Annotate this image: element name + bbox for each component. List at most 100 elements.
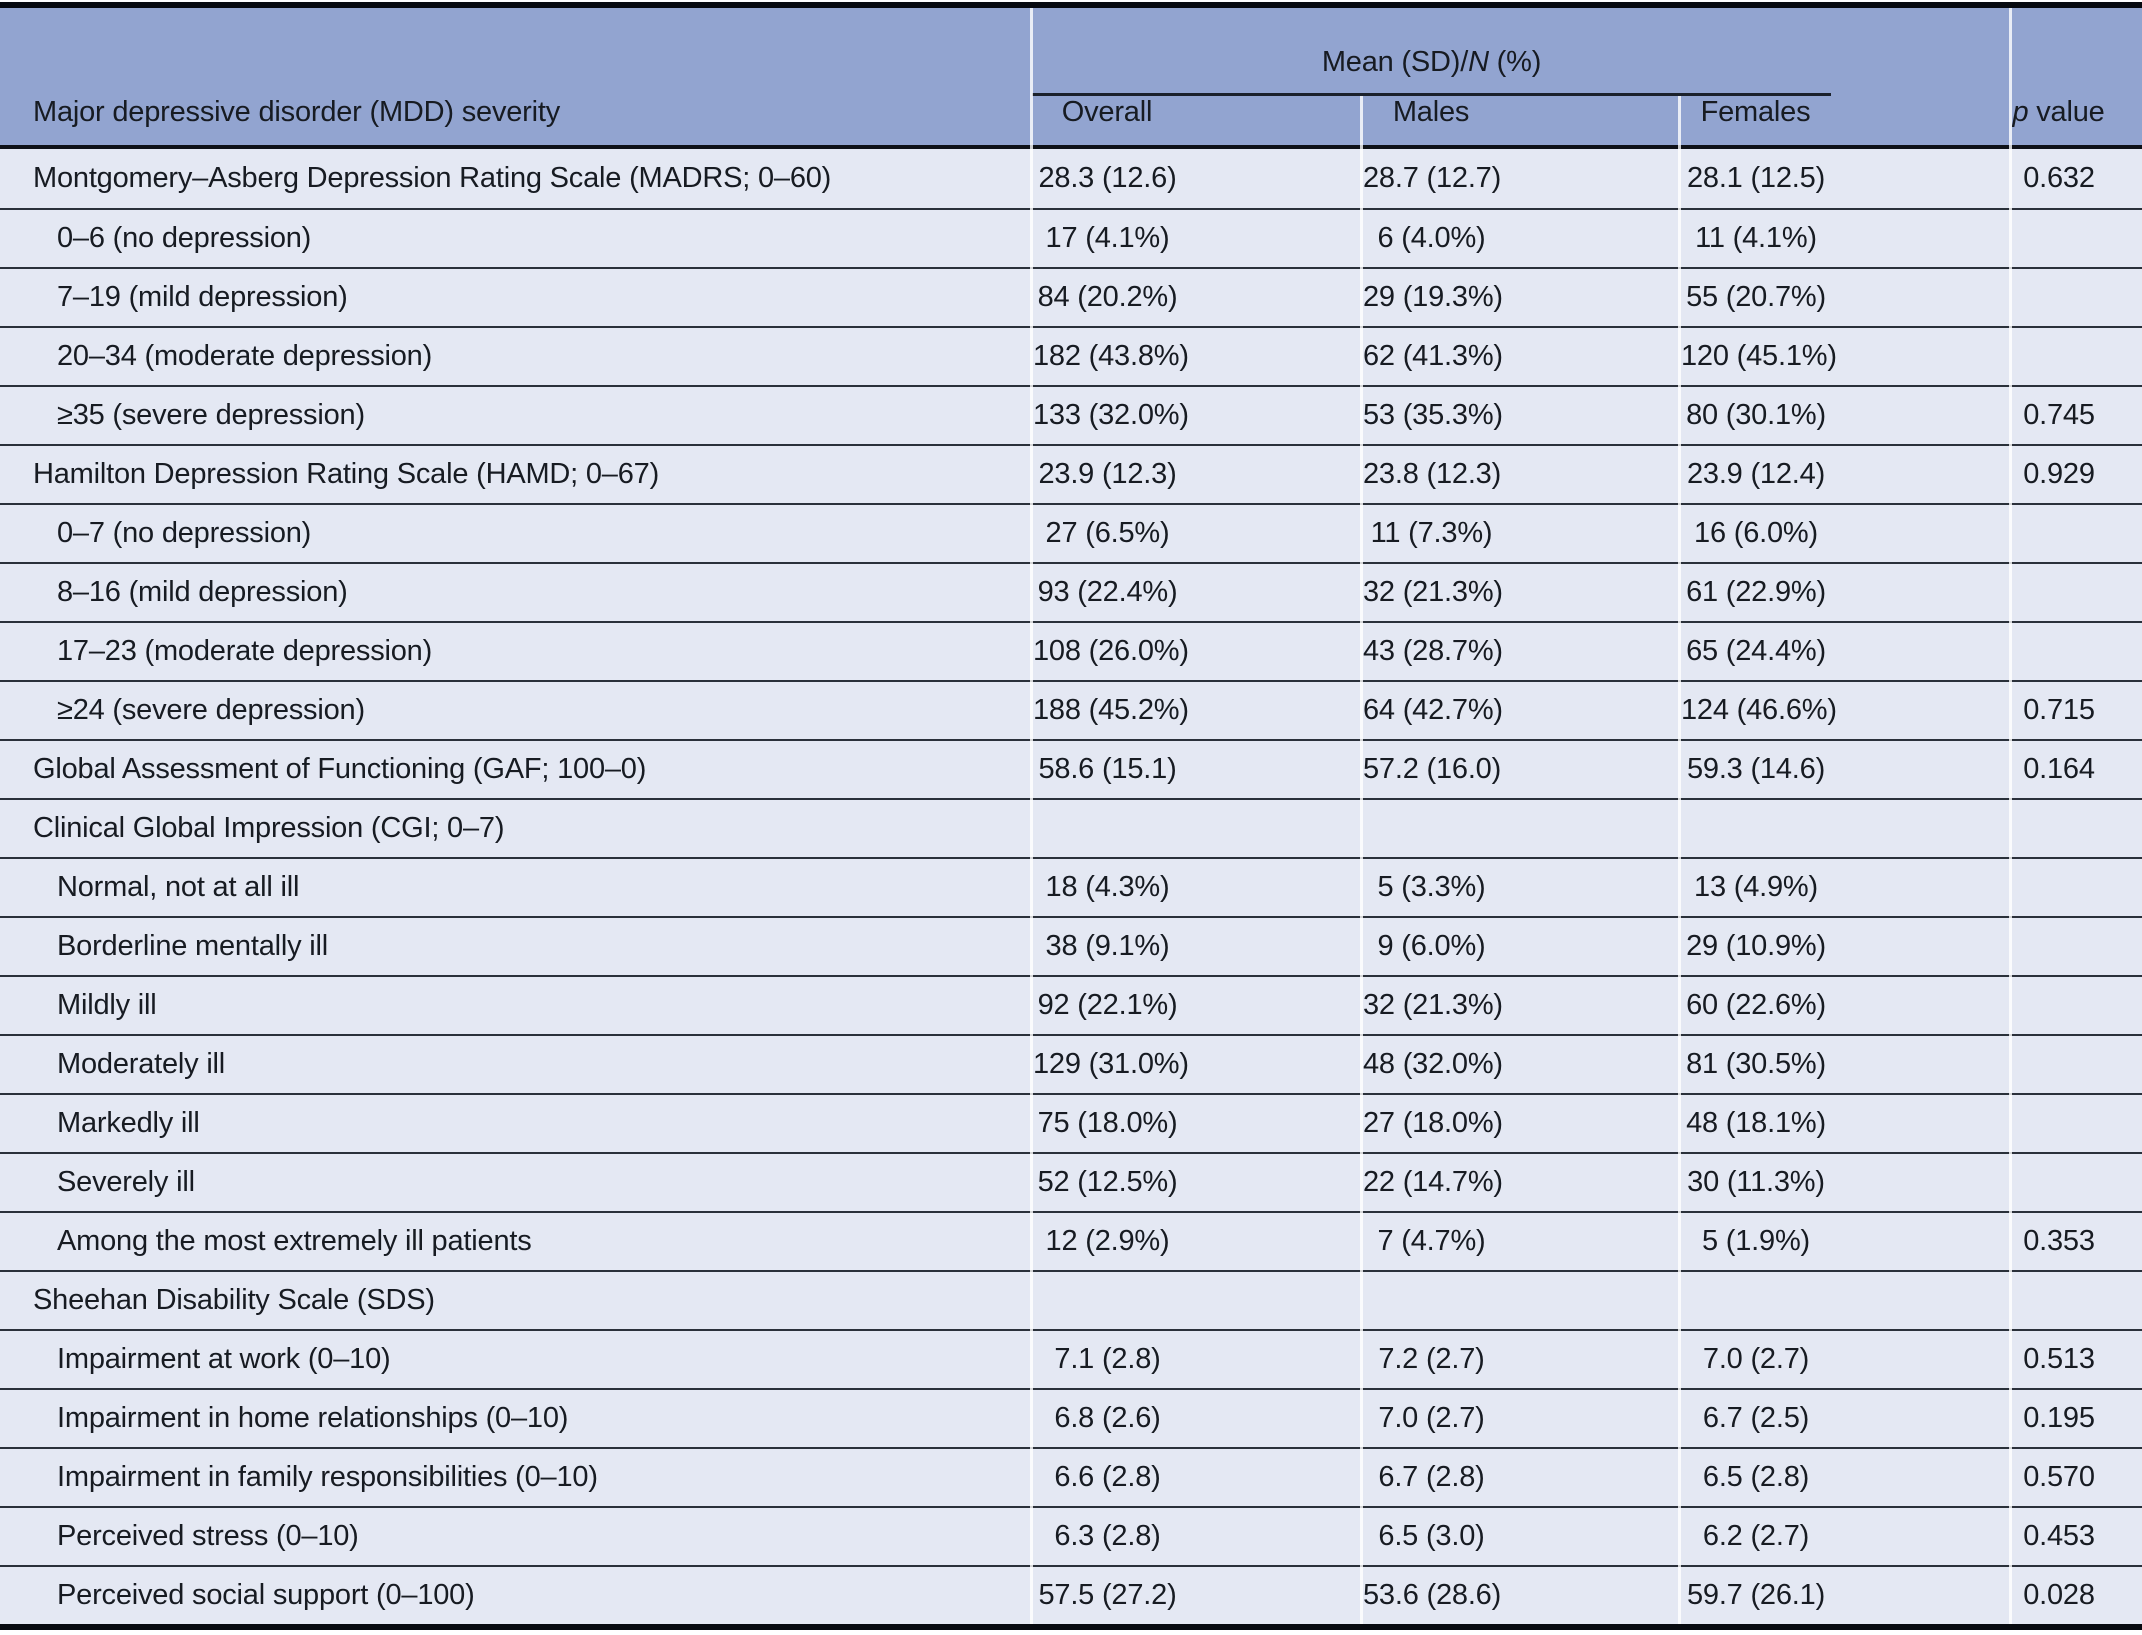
cell-overall: 6.3 (2.8) (1032, 1506, 1362, 1565)
row-label: ≥35 (severe depression) (0, 385, 1032, 444)
table-row: Montgomery–Asberg Depression Rating Scal… (0, 149, 2142, 208)
cell-males (1362, 798, 1680, 857)
p-header-italic: p (2012, 96, 2029, 128)
row-label: 17–23 (moderate depression) (0, 621, 1032, 680)
table-row: 0–6 (no depression) 17 (4.1%) 6 (4.0%) 1… (0, 208, 2142, 267)
row-label: 0–7 (no depression) (0, 503, 1032, 562)
table-row: 8–16 (mild depression) 93 (22.4%) 32 (21… (0, 562, 2142, 621)
row-label: Impairment in home relationships (0–10) (0, 1388, 1032, 1447)
column-divider-3 (1678, 96, 1681, 1624)
column-header-males: Males (1362, 96, 1680, 149)
row-label: Hamilton Depression Rating Scale (HAMD; … (0, 444, 1032, 503)
column-divider-4 (2009, 8, 2012, 1624)
table-row: Global Assessment of Functioning (GAF; 1… (0, 739, 2142, 798)
group-header-suffix: (%) (1488, 46, 1542, 78)
cell-females: 6.2 (2.7) (1680, 1506, 2011, 1565)
cell-pvalue (2011, 621, 2142, 680)
table-row: 20–34 (moderate depression) 182 (43.8%) … (0, 326, 2142, 385)
cell-overall: 52 (12.5%) (1032, 1152, 1362, 1211)
cell-pvalue (2011, 975, 2142, 1034)
table-row: Normal, not at all ill 18 (4.3%) 5 (3.3%… (0, 857, 2142, 916)
row-label: Perceived stress (0–10) (0, 1506, 1032, 1565)
cell-overall: 28.3 (12.6) (1032, 149, 1362, 208)
cell-females: 124 (46.6%) (1680, 680, 2011, 739)
cell-males: 6.7 (2.8) (1362, 1447, 1680, 1506)
table-row: 7–19 (mild depression) 84 (20.2%) 29 (19… (0, 267, 2142, 326)
cell-overall (1032, 1270, 1362, 1329)
row-label: Moderately ill (0, 1034, 1032, 1093)
cell-overall: 7.1 (2.8) (1032, 1329, 1362, 1388)
cell-females (1680, 798, 2011, 857)
cell-overall: 75 (18.0%) (1032, 1093, 1362, 1152)
row-label: Clinical Global Impression (CGI; 0–7) (0, 798, 1032, 857)
cell-overall: 18 (4.3%) (1032, 857, 1362, 916)
cell-overall: 38 (9.1%) (1032, 916, 1362, 975)
row-label: Severely ill (0, 1152, 1032, 1211)
cell-females: 7.0 (2.7) (1680, 1329, 2011, 1388)
cell-pvalue (2011, 503, 2142, 562)
row-label: Mildly ill (0, 975, 1032, 1034)
header-row-group: Major depressive disorder (MDD) severity… (0, 8, 2142, 149)
column-header-females: Females (1680, 96, 2011, 149)
cell-males: 11 (7.3%) (1362, 503, 1680, 562)
table-row: Borderline mentally ill 38 (9.1%) 9 (6.0… (0, 916, 2142, 975)
cell-males (1362, 1270, 1680, 1329)
cell-pvalue: 0.715 (2011, 680, 2142, 739)
table-row: ≥24 (severe depression) 188 (45.2%) 64 (… (0, 680, 2142, 739)
cell-females: 59.7 (26.1) (1680, 1565, 2011, 1624)
row-label: Normal, not at all ill (0, 857, 1032, 916)
cell-males: 29 (19.3%) (1362, 267, 1680, 326)
cell-males: 43 (28.7%) (1362, 621, 1680, 680)
cell-females: 81 (30.5%) (1680, 1034, 2011, 1093)
cell-males: 53.6 (28.6) (1362, 1565, 1680, 1624)
cell-overall: 188 (45.2%) (1032, 680, 1362, 739)
cell-males: 57.2 (16.0) (1362, 739, 1680, 798)
table-row: 0–7 (no depression) 27 (6.5%) 11 (7.3%) … (0, 503, 2142, 562)
cell-females: 6.7 (2.5) (1680, 1388, 2011, 1447)
cell-overall: 27 (6.5%) (1032, 503, 1362, 562)
cell-males: 32 (21.3%) (1362, 562, 1680, 621)
cell-overall: 57.5 (27.2) (1032, 1565, 1362, 1624)
cell-males: 7.0 (2.7) (1362, 1388, 1680, 1447)
cell-males: 5 (3.3%) (1362, 857, 1680, 916)
row-label: 7–19 (mild depression) (0, 267, 1032, 326)
cell-females: 30 (11.3%) (1680, 1152, 2011, 1211)
cell-overall: 129 (31.0%) (1032, 1034, 1362, 1093)
table-row: Impairment in home relationships (0–10) … (0, 1388, 2142, 1447)
cell-pvalue (2011, 1270, 2142, 1329)
cell-pvalue (2011, 1093, 2142, 1152)
table-body: Montgomery–Asberg Depression Rating Scal… (0, 149, 2142, 1624)
cell-overall (1032, 798, 1362, 857)
group-header-n: N (1468, 46, 1489, 78)
cell-pvalue: 0.513 (2011, 1329, 2142, 1388)
table-row: Perceived social support (0–100) 57.5 (2… (0, 1565, 2142, 1624)
cell-females (1680, 1270, 2011, 1329)
row-label: 20–34 (moderate depression) (0, 326, 1032, 385)
cell-pvalue (2011, 267, 2142, 326)
cell-females: 13 (4.9%) (1680, 857, 2011, 916)
table-row: Impairment at work (0–10) 7.1 (2.8) 7.2 … (0, 1329, 2142, 1388)
cell-males: 62 (41.3%) (1362, 326, 1680, 385)
cell-overall: 182 (43.8%) (1032, 326, 1362, 385)
cell-females: 61 (22.9%) (1680, 562, 2011, 621)
table-row: Markedly ill 75 (18.0%) 27 (18.0%) 48 (1… (0, 1093, 2142, 1152)
cell-females: 5 (1.9%) (1680, 1211, 2011, 1270)
table-row: ≥35 (severe depression) 133 (32.0%) 53 (… (0, 385, 2142, 444)
table-header: Major depressive disorder (MDD) severity… (0, 8, 2142, 149)
row-label: Global Assessment of Functioning (GAF; 1… (0, 739, 1032, 798)
row-label: Markedly ill (0, 1093, 1032, 1152)
cell-males: 28.7 (12.7) (1362, 149, 1680, 208)
row-label: Impairment at work (0–10) (0, 1329, 1032, 1388)
cell-females: 6.5 (2.8) (1680, 1447, 2011, 1506)
cell-females: 29 (10.9%) (1680, 916, 2011, 975)
table-row: Moderately ill 129 (31.0%) 48 (32.0%) 81… (0, 1034, 2142, 1093)
cell-pvalue: 0.745 (2011, 385, 2142, 444)
cell-overall: 6.8 (2.6) (1032, 1388, 1362, 1447)
cell-overall: 17 (4.1%) (1032, 208, 1362, 267)
cell-males: 64 (42.7%) (1362, 680, 1680, 739)
p-value-header: p value (2011, 8, 2142, 149)
row-label: Sheehan Disability Scale (SDS) (0, 1270, 1032, 1329)
cell-males: 32 (21.3%) (1362, 975, 1680, 1034)
row-label: Montgomery–Asberg Depression Rating Scal… (0, 149, 1032, 208)
